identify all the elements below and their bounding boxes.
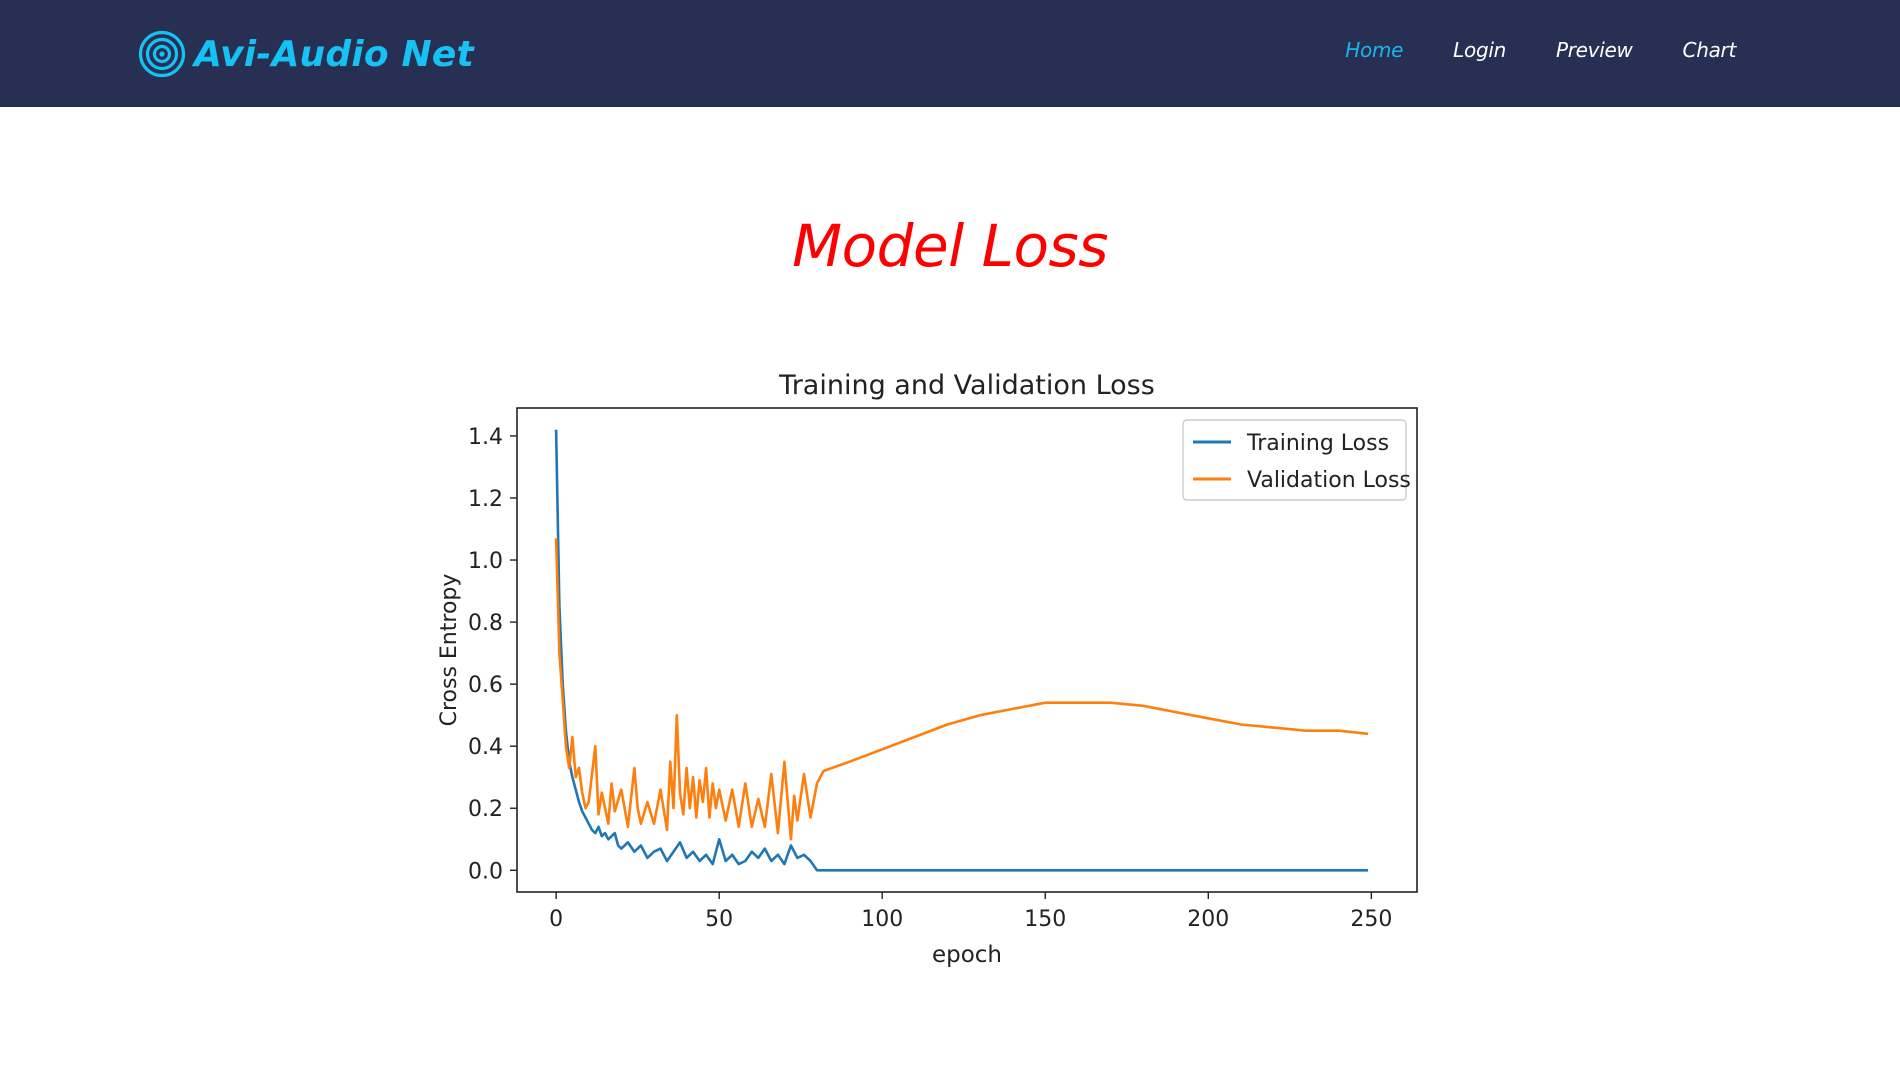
nav-links: Home Login Preview Chart bbox=[1345, 38, 1736, 62]
x-tick-label: 50 bbox=[705, 907, 733, 932]
brand-name: Avi-Audio Net bbox=[194, 33, 474, 75]
y-tick-label: 1.4 bbox=[468, 425, 503, 450]
chart-title: Training and Validation Loss bbox=[778, 370, 1155, 401]
nav-link-chart[interactable]: Chart bbox=[1682, 38, 1737, 62]
y-tick-label: 0.6 bbox=[468, 673, 503, 698]
y-tick-label: 1.2 bbox=[468, 487, 503, 512]
brand-logo-link[interactable]: Avi-Audio Net bbox=[138, 28, 474, 80]
x-tick-label: 100 bbox=[861, 907, 903, 932]
y-tick-label: 0.2 bbox=[468, 797, 503, 822]
legend-label: Training Loss bbox=[1246, 431, 1389, 456]
plot-frame bbox=[516, 407, 1418, 893]
x-tick-label: 150 bbox=[1024, 907, 1066, 932]
x-tick-label: 250 bbox=[1350, 907, 1392, 932]
nav-link-home[interactable]: Home bbox=[1345, 38, 1404, 62]
y-axis-label: Cross Entropy bbox=[437, 574, 462, 727]
y-tick-label: 0.4 bbox=[468, 735, 503, 760]
nav-link-preview[interactable]: Preview bbox=[1555, 38, 1633, 62]
series-line-validation-loss bbox=[554, 538, 1369, 841]
y-tick-label: 1.0 bbox=[468, 549, 503, 574]
concentric-circles-logo-icon bbox=[138, 30, 186, 78]
series-line-training-loss bbox=[554, 429, 1369, 872]
navbar: Avi-Audio Net Home Login Preview Chart bbox=[0, 0, 1900, 107]
legend-label: Validation Loss bbox=[1247, 468, 1411, 493]
nav-link-login[interactable]: Login bbox=[1453, 38, 1506, 62]
page-title: Model Loss bbox=[792, 212, 1108, 280]
x-tick-label: 200 bbox=[1187, 907, 1229, 932]
x-tick-label: 0 bbox=[549, 907, 563, 932]
x-axis-label: epoch bbox=[932, 942, 1002, 968]
legend-box bbox=[1182, 419, 1407, 501]
y-tick-label: 0.0 bbox=[468, 859, 503, 884]
y-tick-label: 0.8 bbox=[468, 611, 503, 636]
